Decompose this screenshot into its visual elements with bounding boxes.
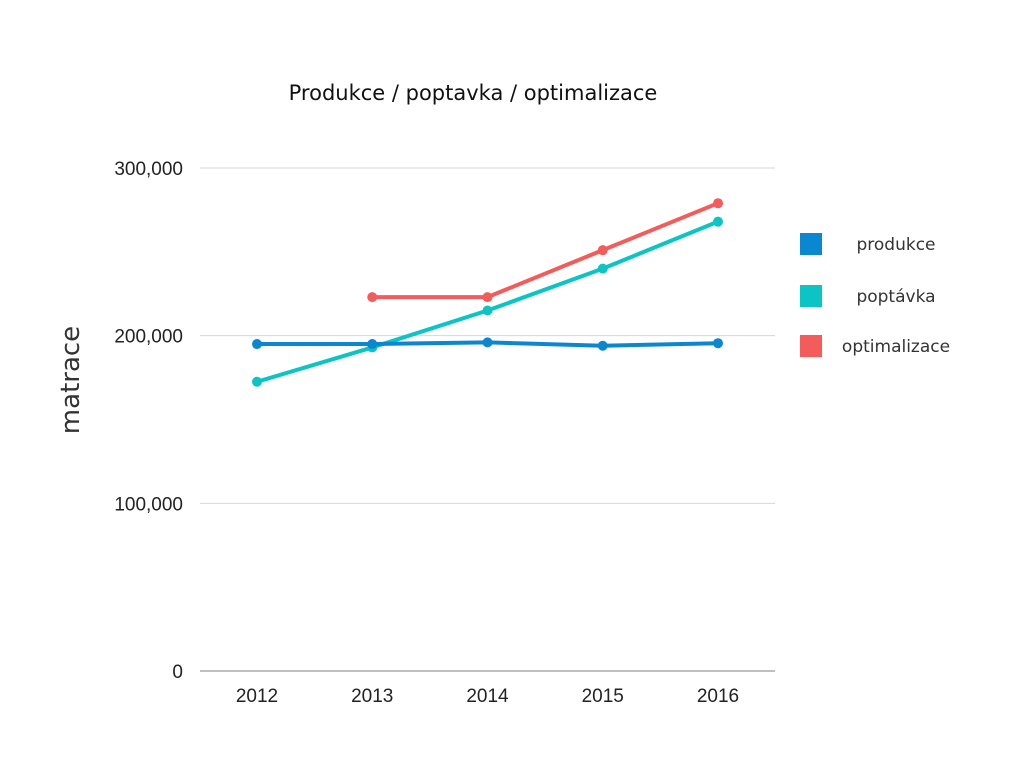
- legend: produkce poptávka optimalizace: [800, 233, 950, 357]
- legend-label: poptávka: [856, 287, 935, 307]
- chart-title: Produkce / poptavka / optimalizace: [289, 81, 658, 105]
- data-point: [367, 292, 378, 303]
- legend-label: optimalizace: [842, 337, 950, 357]
- legend-label: produkce: [856, 235, 935, 255]
- legend-item: poptávka: [800, 285, 936, 307]
- legend-swatch: [800, 233, 822, 255]
- data-point: [713, 338, 723, 349]
- data-point: [252, 376, 262, 387]
- x-tick-label: 2013: [351, 686, 393, 707]
- legend-item: produkce: [800, 233, 936, 255]
- data-point: [482, 305, 493, 316]
- series-line: [370, 201, 720, 300]
- data-point: [252, 339, 262, 350]
- data-point: [597, 340, 608, 351]
- data-point: [597, 245, 608, 256]
- data-point: [597, 263, 608, 274]
- y-axis-ticks: 0 100,000 200,000 300,000: [114, 159, 183, 683]
- y-tick-label: 300,000: [114, 159, 183, 180]
- data-point: [482, 292, 493, 303]
- series-3: [367, 198, 723, 303]
- data-point: [482, 337, 493, 348]
- y-tick-label: 200,000: [114, 327, 183, 348]
- gridlines: [200, 167, 775, 672]
- x-tick-label: 2016: [697, 686, 739, 707]
- y-tick-label: 100,000: [114, 494, 183, 515]
- series-1: [252, 337, 723, 351]
- legend-swatch: [800, 335, 822, 357]
- x-tick-label: 2015: [582, 686, 624, 707]
- x-axis-ticks: 2012 2013 2014 2015 2016: [236, 686, 739, 707]
- series-2: [252, 216, 723, 387]
- x-tick-label: 2014: [466, 686, 509, 707]
- data-point: [367, 339, 378, 350]
- series-lines: [252, 198, 723, 387]
- y-tick-label: 0: [172, 662, 183, 683]
- legend-item: optimalizace: [800, 335, 950, 357]
- y-axis-label: matrace: [56, 326, 86, 434]
- x-tick-label: 2012: [236, 686, 278, 707]
- data-point: [713, 198, 723, 209]
- legend-swatch: [800, 285, 822, 307]
- data-point: [713, 216, 723, 227]
